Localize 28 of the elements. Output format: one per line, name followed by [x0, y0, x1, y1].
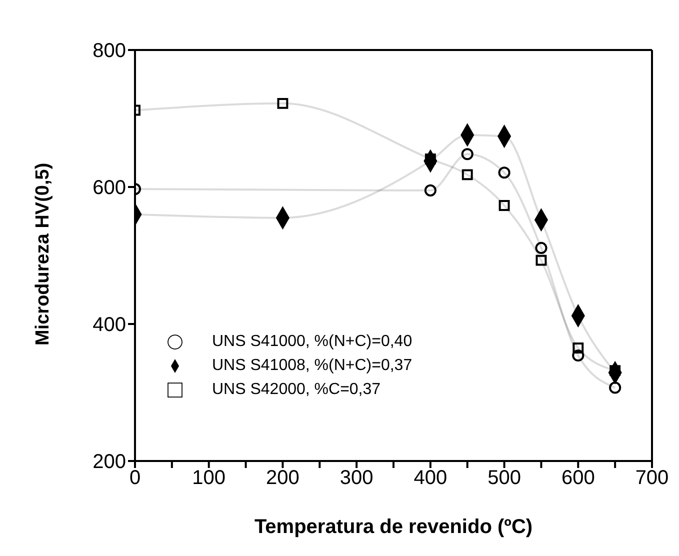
- x-tick-label: 300: [340, 467, 374, 490]
- legend-label: UNS S41008, %(N+C)=0,37: [212, 357, 412, 374]
- point: [572, 349, 584, 362]
- x-tick-label: 600: [561, 467, 595, 490]
- point: [277, 98, 288, 109]
- y-tick-label: 600: [92, 177, 126, 200]
- point: [498, 166, 510, 179]
- x-tick-label: 700: [635, 467, 669, 490]
- x-tick-label: 500: [488, 467, 521, 490]
- point: [462, 169, 473, 180]
- x-tick-label: 0: [129, 467, 141, 490]
- y-axis-title: Microdureza HV(0,5): [32, 162, 54, 346]
- point: [609, 382, 622, 394]
- y-tick-label: 400: [92, 314, 126, 336]
- point: [572, 342, 584, 354]
- point: [535, 242, 548, 254]
- x-tick-label: 100: [192, 467, 226, 490]
- x-tick-label: 400: [414, 467, 448, 490]
- legend-label: UNS S42000, %C=0,37: [212, 381, 381, 398]
- y-tick-label: 200: [92, 451, 126, 474]
- point: [424, 184, 436, 196]
- y-tick-label: 800: [92, 40, 126, 62]
- point: [498, 200, 510, 211]
- legend-label: UNS S41000, %(N+C)=0,40: [212, 333, 412, 350]
- x-tick-label: 200: [266, 467, 300, 490]
- point: [461, 148, 474, 160]
- x-axis-title: Temperatura de revenido (ºC): [254, 516, 533, 538]
- point: [536, 254, 547, 266]
